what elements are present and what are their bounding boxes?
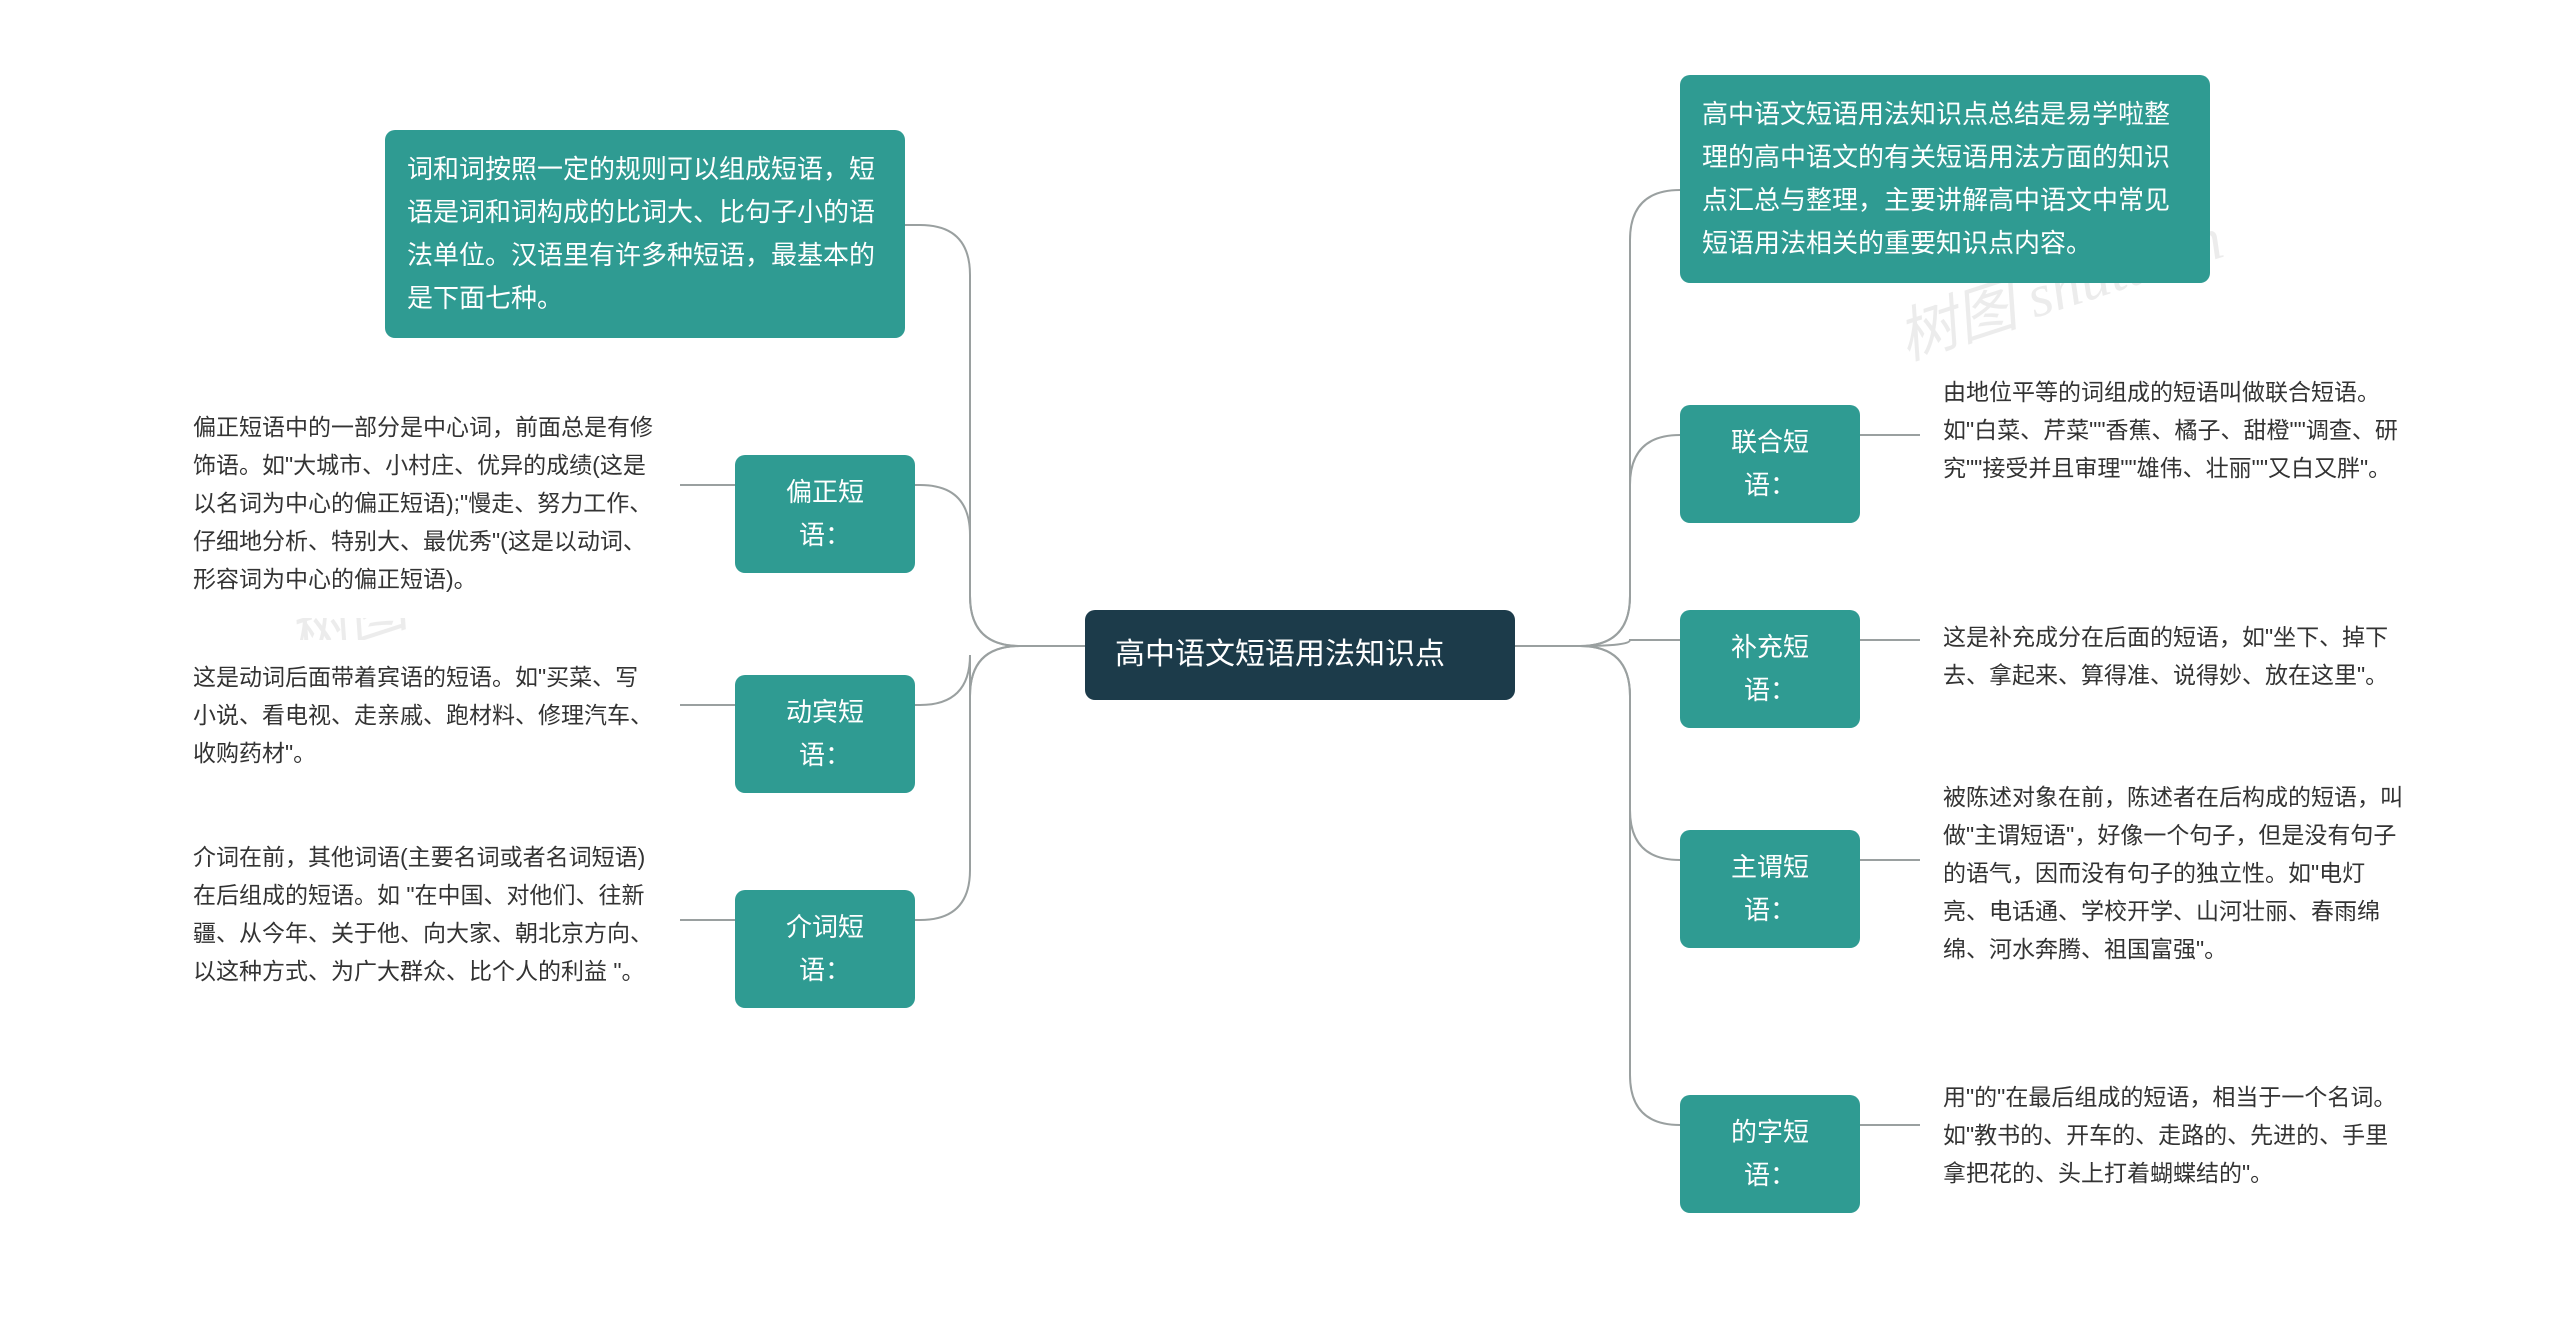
left-label-1: 动宾短语：	[735, 675, 915, 793]
right-intro-node: 高中语文短语用法知识点总结是易学啦整理的高中语文的有关短语用法方面的知识点汇总与…	[1680, 75, 2210, 283]
left-label-0: 偏正短语：	[735, 455, 915, 573]
left-desc-1: 这是动词后面带着宾语的短语。如"买菜、写小说、看电视、走亲戚、跑材料、修理汽车、…	[170, 640, 680, 792]
right-desc-1: 这是补充成分在后面的短语，如"坐下、掉下去、拿起来、算得准、说得妙、放在这里"。	[1920, 600, 2430, 714]
right-label-0: 联合短语：	[1680, 405, 1860, 523]
left-label-2: 介词短语：	[735, 890, 915, 1008]
left-desc-0: 偏正短语中的一部分是中心词，前面总是有修饰语。如"大城市、小村庄、优异的成绩(这…	[170, 390, 680, 618]
right-label-1: 补充短语：	[1680, 610, 1860, 728]
center-node: 高中语文短语用法知识点	[1085, 610, 1515, 700]
right-desc-2: 被陈述对象在前，陈述者在后构成的短语，叫做"主谓短语"，好像一个句子，但是没有句…	[1920, 760, 2430, 988]
right-label-2: 主谓短语：	[1680, 830, 1860, 948]
right-label-3: 的字短语：	[1680, 1095, 1860, 1213]
right-desc-3: 用"的"在最后组成的短语，相当于一个名词。如"教书的、开车的、走路的、先进的、手…	[1920, 1060, 2430, 1212]
left-intro-node: 词和词按照一定的规则可以组成短语，短语是词和词构成的比词大、比句子小的语法单位。…	[385, 130, 905, 338]
left-desc-2: 介词在前，其他词语(主要名词或者名词短语)在后组成的短语。如 "在中国、对他们、…	[170, 820, 680, 1010]
right-desc-0: 由地位平等的词组成的短语叫做联合短语。如"白菜、芹菜""香蕉、橘子、甜橙""调查…	[1920, 355, 2430, 507]
